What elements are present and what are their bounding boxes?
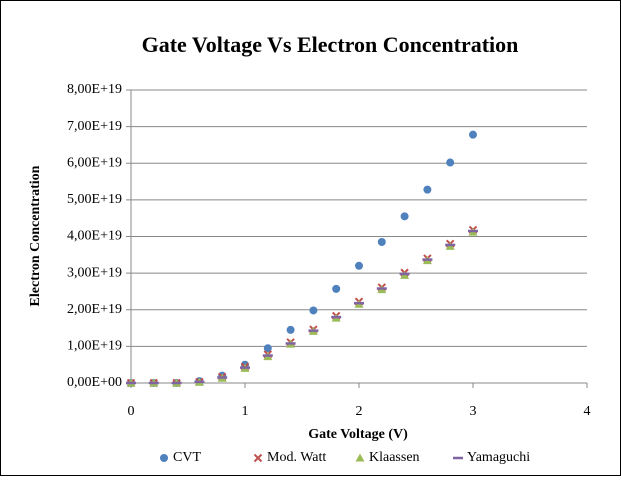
legend-label: CVT: [173, 450, 201, 465]
marker: [355, 453, 365, 462]
y-tick-label: 2,00E+19: [67, 302, 122, 317]
marker: [286, 325, 295, 334]
y-tick-label: 0,00E+00: [67, 375, 122, 390]
x-tick-label: 0: [128, 404, 135, 419]
x-tick-label: 2: [356, 404, 363, 419]
marker: [446, 158, 455, 167]
x-tick-label: 4: [584, 404, 591, 419]
y-tick-label: 6,00E+19: [67, 155, 122, 170]
marker: [377, 237, 386, 246]
y-tick-label: 7,00E+19: [67, 119, 122, 134]
legend-label: Klaassen: [369, 450, 420, 465]
x-tick-label: 3: [470, 404, 477, 419]
marker: [332, 284, 341, 293]
y-tick-label: 4,00E+19: [67, 229, 122, 244]
marker: [160, 454, 168, 462]
x-tick-label: 1: [242, 404, 249, 419]
marker: [355, 261, 363, 270]
y-axis-label: Electron Concentration: [28, 165, 43, 306]
marker: [400, 212, 409, 221]
y-tick-label: 1,00E+19: [67, 339, 122, 354]
marker: [309, 306, 318, 315]
marker: [423, 185, 432, 194]
marker: [263, 344, 272, 353]
y-tick-label: 3,00E+19: [67, 265, 122, 280]
legend-label: Yamaguchi: [467, 450, 530, 465]
y-tick-label: 8,00E+19: [67, 82, 122, 97]
y-tick-label: 5,00E+19: [67, 192, 122, 207]
chart-title: Gate Voltage Vs Electron Concentration: [142, 32, 519, 57]
marker: [469, 130, 477, 139]
x-axis-label: Gate Voltage (V): [308, 427, 408, 442]
legend-label: Mod. Watt: [267, 450, 326, 465]
marker: [253, 453, 263, 463]
